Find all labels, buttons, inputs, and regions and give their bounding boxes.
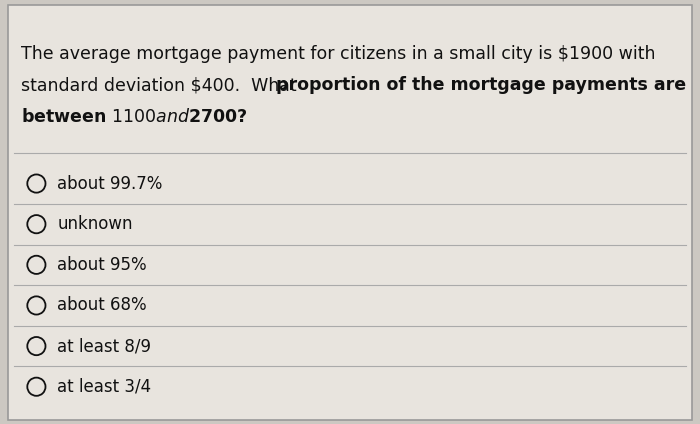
Text: between $1100 and $2700?: between $1100 and $2700? [21, 108, 248, 126]
Text: The average mortgage payment for citizens in a small city is $1900 with: The average mortgage payment for citizen… [21, 45, 655, 62]
Text: unknown: unknown [57, 215, 133, 233]
Text: about 95%: about 95% [57, 256, 147, 274]
Text: at least 3/4: at least 3/4 [57, 378, 151, 396]
Text: standard deviation $400.  What: standard deviation $400. What [21, 76, 302, 94]
Text: about 99.7%: about 99.7% [57, 175, 163, 192]
Text: at least 8/9: at least 8/9 [57, 337, 151, 355]
Text: proportion of the mortgage payments are: proportion of the mortgage payments are [276, 76, 687, 94]
Text: about 68%: about 68% [57, 296, 147, 315]
FancyBboxPatch shape [8, 5, 692, 420]
